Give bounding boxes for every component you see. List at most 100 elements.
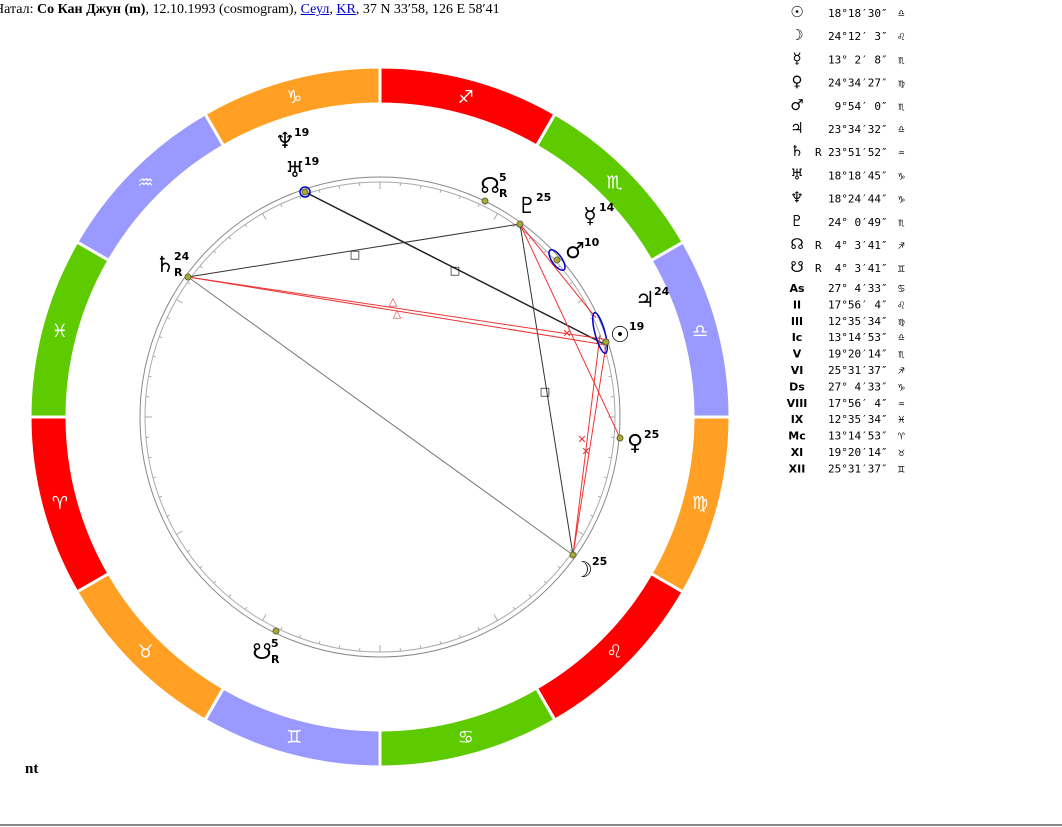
row-position: 4° 3′41″ <box>828 262 888 275</box>
row-glyph: IX <box>791 413 804 426</box>
aspect-line <box>519 223 597 319</box>
degree-tick <box>338 645 341 649</box>
degree-tick <box>280 203 283 207</box>
row-position: 24° 0′49″ <box>828 216 888 229</box>
row-sign: ♌ <box>898 298 905 311</box>
row-glyph: ♃ <box>790 119 803 137</box>
degree-tick <box>228 594 232 598</box>
planet-degree: 19 <box>294 126 309 139</box>
degree-tick <box>213 250 217 254</box>
row-sign: ♐ <box>898 364 905 377</box>
degree-tick <box>159 336 163 339</box>
row-position: 13° 2′ 8″ <box>828 53 888 66</box>
sign-glyph: ♑ <box>286 87 302 108</box>
sign-glyph: ♒ <box>138 173 154 194</box>
row-position: 27° 4′33″ <box>828 380 888 393</box>
planet-glyph: ♅ <box>285 158 305 183</box>
degree-tick <box>597 495 601 498</box>
row-position: 12°35′34″ <box>828 413 888 426</box>
row-sign: ♓ <box>898 413 905 426</box>
degree-tick <box>152 355 157 358</box>
footer: nt <box>25 761 38 777</box>
planet-glyph: ♄ <box>155 253 175 278</box>
row-sign: ♑ <box>898 380 905 393</box>
aspect-symbol: △ <box>389 295 398 308</box>
planet-dot <box>184 273 192 281</box>
row-glyph: Mc <box>788 430 805 443</box>
aspect-symbol: □ <box>450 264 460 277</box>
degree-tick <box>439 189 442 194</box>
aspect-line <box>187 276 610 341</box>
degree-tick <box>477 203 480 207</box>
row-sign: ♏ <box>898 216 905 229</box>
degree-tick <box>199 565 203 569</box>
row-position: 23°51′52″ <box>828 146 888 159</box>
conjunction-ring <box>548 249 566 271</box>
planet-dot <box>272 627 280 635</box>
row-glyph: V <box>793 348 802 361</box>
sign-glyph: ♈ <box>52 493 68 514</box>
row-position: 18°24′44″ <box>828 193 888 206</box>
city-link[interactable]: Сеул <box>300 2 330 17</box>
sign-glyph: ♓ <box>52 321 68 342</box>
degree-tick <box>458 196 461 200</box>
conjunction-ring <box>591 311 609 355</box>
aspect-line <box>187 276 574 556</box>
row-position: 23°34′32″ <box>828 123 888 136</box>
aspect-line <box>187 276 607 346</box>
degree-tick <box>318 189 321 194</box>
degree-tick <box>199 265 203 269</box>
row-glyph: ♆ <box>790 189 803 207</box>
row-position: 25°31′37″ <box>828 364 888 377</box>
row-glyph: ♅ <box>790 165 803 183</box>
degree-tick <box>608 375 612 378</box>
planet-degree: 24 <box>174 250 190 263</box>
planet-glyph: ♆ <box>275 129 295 154</box>
row-position: 19°20′14″ <box>828 446 888 459</box>
row-position: 4° 3′41″ <box>828 239 888 252</box>
sign-segment <box>28 239 111 419</box>
retro-flag: R <box>174 266 183 279</box>
planet-degree: 25 <box>592 555 607 568</box>
row-position: 18°18′45″ <box>828 169 888 182</box>
degree-tick <box>493 614 498 621</box>
row-sign: ♌ <box>898 30 905 43</box>
row-sign: ♏ <box>898 100 905 113</box>
degree-tick <box>228 236 232 240</box>
sign-glyph: ♏ <box>606 173 622 194</box>
aspect-line <box>572 344 607 556</box>
row-glyph: As <box>789 282 805 295</box>
row-position: 9°54′ 0″ <box>828 100 888 113</box>
aspect-symbol: ✕ <box>577 433 586 446</box>
row-sign: ♎ <box>898 331 905 344</box>
planet-degree: 14 <box>599 201 615 214</box>
row-position: 25°31′37″ <box>828 462 888 475</box>
row-glyph: ♇ <box>790 212 803 230</box>
sign-segment <box>649 415 732 595</box>
country-link[interactable]: KR <box>336 2 356 17</box>
row-position: 19°20′14″ <box>828 348 888 361</box>
degree-tick <box>590 514 594 517</box>
row-glyph: XI <box>791 446 804 459</box>
degree-tick <box>148 375 152 378</box>
row-retro: R <box>815 262 822 275</box>
sign-segment <box>649 239 732 419</box>
planet-glyph: ☋ <box>252 640 272 665</box>
planet-dot <box>602 338 610 346</box>
row-glyph: II <box>793 298 801 311</box>
row-sign: ♈ <box>898 430 905 443</box>
row-glyph: ☽ <box>790 26 803 44</box>
degree-tick <box>244 224 248 228</box>
planet-degree: 24 <box>654 285 670 298</box>
degree-tick <box>148 456 152 459</box>
degree-tick <box>543 250 547 254</box>
sign-segment <box>28 415 111 595</box>
degree-tick <box>213 580 217 584</box>
degree-tick <box>166 317 170 320</box>
degree-tick <box>439 640 442 645</box>
row-retro: R <box>815 239 822 252</box>
degree-tick <box>262 614 267 621</box>
degree-tick <box>318 640 321 645</box>
row-sign: ♏ <box>898 348 905 361</box>
